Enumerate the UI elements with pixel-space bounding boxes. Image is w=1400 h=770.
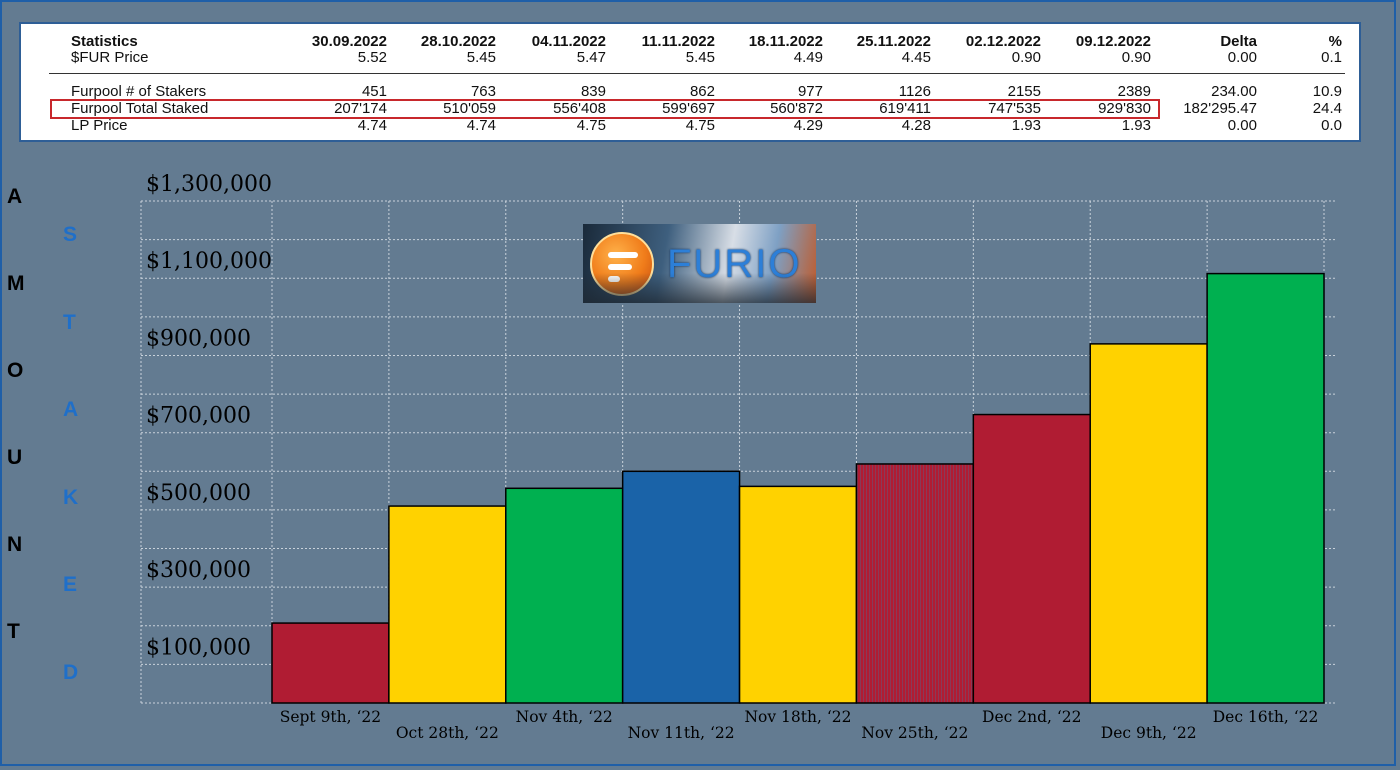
x-tick-label: Dec 2nd, ‘22 (982, 708, 1081, 726)
x-tick-label: Nov 18th, ‘22 (744, 708, 851, 726)
table-header-date: 30.09.2022 (311, 33, 387, 50)
row-stakers-delta: 234.00 (1211, 83, 1257, 100)
row-total-staked-value: 556'408 (553, 100, 606, 117)
row-stakers-value: 2155 (1007, 83, 1041, 100)
bar (271, 622, 390, 704)
amount-letter: N (7, 533, 23, 556)
bar (972, 413, 1091, 704)
statistics-table: Statistics 30.09.2022 28.10.2022 04.11.2022… (19, 22, 1361, 142)
amount-letter: O (7, 359, 24, 382)
x-tick-label: Dec 9th, ‘22 (1101, 724, 1197, 742)
row-total-staked-value: 599'697 (662, 100, 715, 117)
row-fur-price-value: 4.45 (901, 49, 931, 66)
row-total-staked-value: 510'059 (443, 100, 496, 117)
staked-letter: E (63, 573, 78, 596)
row-lp-price-value: 1.93 (1011, 117, 1041, 134)
row-total-staked-pct: 24.4 (1312, 100, 1342, 117)
row-fur-price-label: $FUR Price (71, 49, 149, 66)
row-stakers-value: 862 (689, 83, 715, 100)
y-tick-label: $1,100,000 (146, 249, 272, 274)
staked-letter: T (63, 310, 76, 334)
y-tick-label: $700,000 (146, 404, 251, 429)
table-header-delta: Delta (1220, 33, 1257, 50)
table-header-date: 18.11.2022 (748, 33, 823, 50)
x-tick-label: Sept 9th, ‘22 (280, 708, 381, 726)
bar (855, 463, 975, 704)
row-lp-price-value: 4.74 (357, 117, 387, 134)
row-lp-price-value: 4.74 (466, 117, 496, 134)
row-stakers-value: 763 (470, 83, 496, 100)
y-tick-label: $1,300,000 (146, 172, 272, 197)
row-lp-price-value: 1.93 (1121, 117, 1151, 134)
x-tick-label: Dec 16th, ‘22 (1213, 708, 1319, 726)
row-fur-price-value: 5.45 (466, 49, 496, 66)
row-fur-price-value: 5.45 (685, 49, 715, 66)
y-tick-label: $500,000 (146, 481, 251, 506)
row-lp-price-value: 4.75 (576, 117, 606, 134)
row-stakers-value: 451 (361, 83, 387, 100)
table-header-date: 09.12.2022 (1075, 33, 1151, 50)
table-header-pct: % (1328, 33, 1342, 50)
staked-letter: D (63, 660, 79, 684)
row-total-staked-delta: 182'295.47 (1183, 100, 1257, 117)
row-total-staked-value: 207'174 (334, 100, 387, 117)
table-header-date: 25.11.2022 (856, 33, 931, 50)
row-lp-price-value: 4.29 (793, 117, 823, 134)
y-tick-label: $300,000 (146, 558, 251, 583)
table-header-label: Statistics (71, 33, 138, 50)
staked-letter: A (63, 398, 79, 421)
bar (738, 485, 858, 704)
table-header-date: 11.11.2022 (641, 33, 715, 50)
row-fur-price-value: 5.52 (357, 49, 387, 66)
row-fur-price-pct: 0.1 (1321, 49, 1342, 66)
row-stakers-value: 977 (797, 83, 823, 100)
table-divider (49, 73, 1345, 74)
row-lp-price-value: 4.28 (901, 117, 931, 134)
bar (505, 487, 624, 704)
total-staked-highlight (50, 99, 1160, 119)
table-header-date: 02.12.2022 (965, 33, 1041, 50)
table-header-date: 28.10.2022 (420, 33, 496, 50)
x-tick-label: Nov 25th, ‘22 (861, 724, 968, 742)
row-lp-price-delta: 0.00 (1227, 117, 1257, 134)
row-total-staked-value: 929'830 (1098, 100, 1151, 117)
amount-letter: M (7, 272, 25, 295)
row-stakers-pct: 10.9 (1312, 83, 1342, 100)
bar (1206, 272, 1325, 704)
amount-letter: T (7, 620, 20, 643)
x-tick-label: Nov 11th, ‘22 (628, 724, 735, 742)
row-fur-price-value: 0.90 (1121, 49, 1151, 66)
row-lp-price-label: LP Price (71, 117, 128, 134)
amount-letter: A (7, 185, 23, 208)
furio-logo: FURIO (583, 224, 816, 303)
bar (621, 470, 741, 704)
row-fur-price-value: 4.49 (793, 49, 823, 66)
row-fur-price-value: 0.90 (1011, 49, 1041, 66)
y-tick-label: $900,000 (146, 326, 251, 351)
bar (388, 505, 507, 704)
row-stakers-label: Furpool # of Stakers (71, 83, 207, 100)
row-stakers-value: 2389 (1117, 83, 1151, 100)
row-stakers-value: 1126 (898, 83, 931, 100)
bar (1089, 343, 1208, 704)
staked-letter: S (63, 223, 78, 246)
row-fur-price-value: 5.47 (576, 49, 606, 66)
row-stakers-value: 839 (580, 83, 606, 100)
x-tick-label: Oct 28th, ‘22 (396, 724, 499, 742)
row-lp-price-pct: 0.0 (1321, 117, 1342, 134)
row-lp-price-value: 4.75 (685, 117, 715, 134)
amount-letter: U (7, 446, 23, 469)
staked-letter: K (63, 485, 79, 509)
table-header-date: 04.11.2022 (531, 33, 606, 50)
row-fur-price-delta: 0.00 (1227, 49, 1257, 66)
x-tick-label: Nov 4th, ‘22 (516, 708, 613, 726)
row-total-staked-value: 747'535 (988, 100, 1041, 117)
row-total-staked-value: 619'411 (879, 100, 931, 117)
row-total-staked-label: Furpool Total Staked (71, 100, 209, 117)
row-total-staked-value: 560'872 (770, 100, 823, 117)
y-tick-label: $100,000 (146, 635, 251, 660)
